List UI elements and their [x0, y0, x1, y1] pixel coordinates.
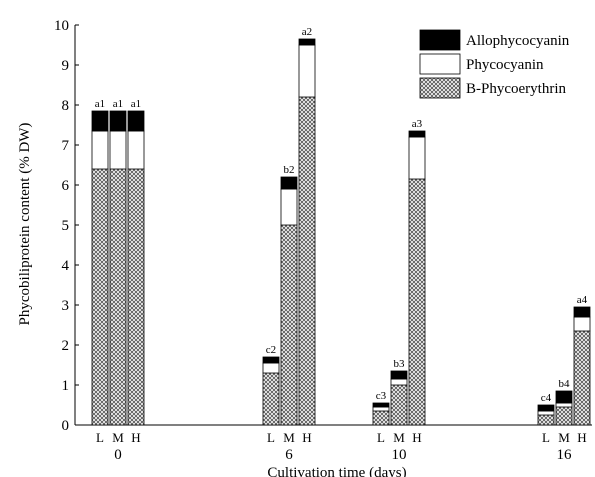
legend-label: B-Phycoerythrin: [466, 81, 566, 97]
treatment-label: L: [542, 430, 550, 445]
y-tick-label: 10: [54, 18, 69, 34]
bar-segment-b-phycoerythrin: [573, 330, 591, 426]
y-axis-title: Phycobiliprotein content (% DW): [17, 123, 33, 326]
bar-segment-allophycocyanin: [537, 404, 555, 412]
bar-segment-b-phycoerythrin: [109, 168, 127, 426]
bar-segment-phycocyanin: [390, 378, 408, 386]
bar-segment-phycocyanin: [372, 406, 390, 412]
group-label: 0: [114, 447, 122, 463]
significance-label: a1: [95, 98, 105, 110]
legend: Allophycocyanin Phycocyanin B-Phycoerythri…: [419, 29, 570, 99]
treatment-label: H: [302, 430, 311, 445]
treatment-label: M: [558, 430, 570, 445]
y-tick-label: 1: [62, 378, 70, 394]
x-axis-title: Cultivation time (days): [267, 465, 406, 477]
significance-label: c3: [376, 390, 387, 402]
bar-segment-phycocyanin: [280, 188, 298, 226]
bar-segment-allophycocyanin: [372, 402, 390, 408]
bar-segment-allophycocyanin: [408, 130, 426, 138]
group-label: 10: [392, 447, 407, 463]
significance-label: a1: [131, 98, 141, 110]
significance-label: b3: [394, 358, 406, 370]
bar-segment-phycocyanin: [555, 402, 573, 408]
significance-label: a4: [577, 294, 588, 306]
plot-area: 012345678910a1La1Ma1H0c2Lb2Ma2H6c3Lb3Ma3…: [54, 18, 592, 463]
bar-segment-b-phycoerythrin: [408, 178, 426, 426]
treatment-label: H: [577, 430, 586, 445]
bar-segment-phycocyanin: [91, 130, 109, 170]
legend-swatch: [419, 53, 461, 75]
bar-segment-phycocyanin: [573, 316, 591, 332]
y-tick-label: 8: [62, 98, 70, 114]
significance-label: c2: [266, 344, 276, 356]
bar-segment-allophycocyanin: [298, 38, 316, 46]
bar-segment-b-phycoerythrin: [91, 168, 109, 426]
y-tick-label: 2: [62, 338, 70, 354]
group-label: 16: [557, 447, 573, 463]
treatment-label: H: [412, 430, 421, 445]
significance-label: c4: [541, 392, 552, 404]
bar-segment-phycocyanin: [109, 130, 127, 170]
bar-segment-b-phycoerythrin: [127, 168, 145, 426]
y-tick-label: 3: [62, 298, 70, 314]
treatment-label: M: [393, 430, 405, 445]
group-label: 6: [285, 447, 293, 463]
significance-label: a1: [113, 98, 123, 110]
bar-segment-allophycocyanin: [109, 110, 127, 132]
bar-segment-allophycocyanin: [573, 306, 591, 318]
treatment-label: L: [96, 430, 104, 445]
treatment-label: M: [112, 430, 124, 445]
bar-segment-allophycocyanin: [555, 390, 573, 404]
bar-segment-allophycocyanin: [91, 110, 109, 132]
treatment-label: M: [283, 430, 295, 445]
significance-label: b2: [284, 164, 295, 176]
bar-segment-phycocyanin: [408, 136, 426, 180]
y-tick-label: 4: [62, 258, 70, 274]
bar-segment-phycocyanin: [262, 362, 280, 374]
bar-segment-allophycocyanin: [127, 110, 145, 132]
bar-segment-allophycocyanin: [280, 176, 298, 190]
bar-segment-phycocyanin: [298, 44, 316, 98]
bar-segment-allophycocyanin: [262, 356, 280, 364]
significance-label: a2: [302, 26, 312, 38]
bar-segment-b-phycoerythrin: [280, 224, 298, 426]
y-tick-label: 5: [62, 218, 70, 234]
y-tick-label: 0: [62, 418, 70, 434]
treatment-label: L: [377, 430, 385, 445]
bar-segment-b-phycoerythrin: [555, 406, 573, 426]
bar-segment-b-phycoerythrin: [298, 96, 316, 426]
legend-label: Allophycocyanin: [466, 33, 570, 49]
bar-segment-b-phycoerythrin: [262, 372, 280, 426]
legend-swatch: [419, 29, 461, 51]
legend-swatch: [419, 77, 461, 99]
significance-label: b4: [559, 378, 571, 390]
legend-label: Phycocyanin: [466, 57, 544, 73]
bar-segment-b-phycoerythrin: [372, 410, 390, 426]
treatment-label: H: [131, 430, 140, 445]
bar-segment-phycocyanin: [537, 410, 555, 416]
bar-segment-phycocyanin: [127, 130, 145, 170]
bar-segment-b-phycoerythrin: [390, 384, 408, 426]
bar-segment-allophycocyanin: [390, 370, 408, 380]
y-tick-label: 7: [62, 138, 70, 154]
treatment-label: L: [267, 430, 275, 445]
significance-label: a3: [412, 118, 423, 130]
y-tick-label: 9: [62, 58, 70, 74]
bar-segment-b-phycoerythrin: [537, 414, 555, 426]
y-tick-label: 6: [62, 178, 70, 194]
